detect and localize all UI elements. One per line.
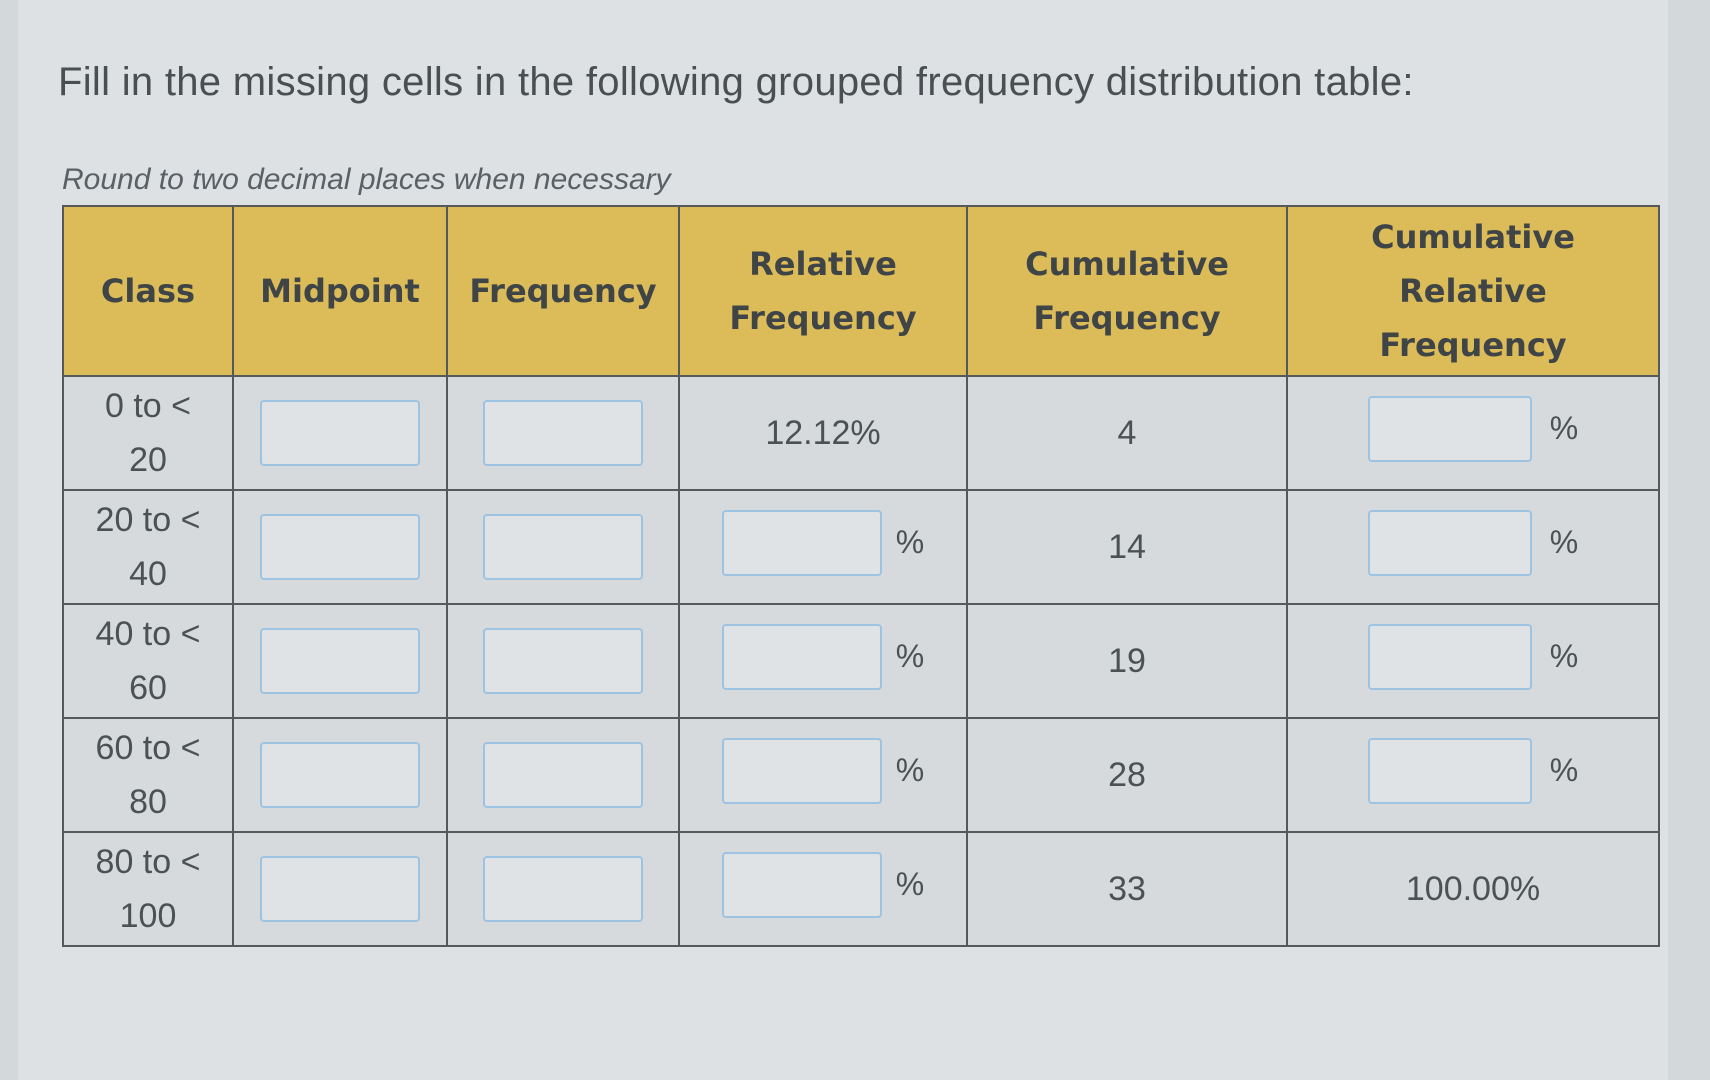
midpoint-cell — [232, 831, 448, 947]
relative-frequency-value: 12.12% — [765, 413, 881, 452]
cumulative-relative-frequency-cell: % — [1286, 375, 1660, 491]
relative-frequency-cell: % — [678, 603, 968, 719]
midpoint-input[interactable] — [260, 400, 420, 466]
cumulative-frequency-cell: 19 — [966, 603, 1288, 719]
table-row: 40 to <60 % 19 % — [62, 603, 1660, 719]
rounding-hint: Round to two decimal places when necessa… — [62, 163, 671, 196]
relative-frequency-cell: 12.12% — [678, 375, 968, 491]
midpoint-input[interactable] — [260, 514, 420, 580]
frequency-cell — [446, 831, 680, 947]
cumulative-frequency-value: 19 — [1108, 641, 1146, 680]
percent-sign: % — [895, 752, 925, 788]
header-class: Class — [62, 205, 234, 377]
frequency-input[interactable] — [483, 628, 643, 694]
cumulative-relative-frequency-cell: % — [1286, 603, 1660, 719]
table-row: 60 to <80 % 28 % — [62, 717, 1660, 833]
frequency-input[interactable] — [483, 400, 643, 466]
relative-frequency-input[interactable] — [721, 623, 882, 690]
table-row: 20 to <40 % 14 % — [62, 489, 1660, 605]
class-cell: 40 to <60 — [62, 603, 234, 719]
frequency-table: Class Midpoint Frequency Relative Freque… — [62, 205, 1660, 947]
header-relative-frequency: Relative Frequency — [678, 205, 968, 377]
cumulative-relative-frequency-input[interactable] — [1367, 395, 1532, 462]
cumulative-relative-frequency-cell: 100.00% — [1286, 831, 1660, 947]
relative-frequency-cell: % — [678, 489, 968, 605]
percent-sign: % — [1549, 524, 1579, 560]
percent-sign: % — [1549, 752, 1579, 788]
cumulative-frequency-cell: 28 — [966, 717, 1288, 833]
frequency-input[interactable] — [483, 514, 643, 580]
cumulative-relative-frequency-input[interactable] — [1367, 737, 1532, 804]
cumulative-frequency-cell: 4 — [966, 375, 1288, 491]
frequency-cell — [446, 603, 680, 719]
frequency-cell — [446, 489, 680, 605]
midpoint-input[interactable] — [260, 856, 420, 922]
cumulative-frequency-value: 33 — [1108, 869, 1146, 908]
percent-sign: % — [895, 524, 925, 560]
class-cell: 60 to <80 — [62, 717, 234, 833]
cumulative-relative-frequency-input[interactable] — [1367, 623, 1532, 690]
midpoint-input[interactable] — [260, 742, 420, 808]
table-header-row: Class Midpoint Frequency Relative Freque… — [62, 205, 1660, 377]
cumulative-frequency-value: 14 — [1108, 527, 1146, 566]
frequency-input[interactable] — [483, 742, 643, 808]
percent-sign: % — [895, 638, 925, 674]
class-cell: 80 to <100 — [62, 831, 234, 947]
frequency-cell — [446, 375, 680, 491]
percent-sign: % — [1549, 410, 1579, 446]
cumulative-relative-frequency-value: 100.00% — [1405, 869, 1541, 908]
percent-sign: % — [895, 866, 925, 902]
table-row: 80 to <100 % 33 100.00% — [62, 831, 1660, 947]
relative-frequency-input[interactable] — [721, 851, 882, 918]
cumulative-relative-frequency-cell: % — [1286, 717, 1660, 833]
question-sheet: Fill in the missing cells in the followi… — [18, 0, 1668, 1080]
relative-frequency-cell: % — [678, 717, 968, 833]
midpoint-input[interactable] — [260, 628, 420, 694]
midpoint-cell — [232, 375, 448, 491]
midpoint-cell — [232, 603, 448, 719]
cumulative-frequency-cell: 33 — [966, 831, 1288, 947]
header-midpoint: Midpoint — [232, 205, 448, 377]
cumulative-frequency-cell: 14 — [966, 489, 1288, 605]
relative-frequency-input[interactable] — [721, 737, 882, 804]
midpoint-cell — [232, 717, 448, 833]
percent-sign: % — [1549, 638, 1579, 674]
cumulative-relative-frequency-input[interactable] — [1367, 509, 1532, 576]
cumulative-frequency-value: 4 — [1117, 413, 1137, 452]
relative-frequency-cell: % — [678, 831, 968, 947]
midpoint-cell — [232, 489, 448, 605]
class-cell: 20 to <40 — [62, 489, 234, 605]
class-cell: 0 to <20 — [62, 375, 234, 491]
header-cumulative-frequency: Cumulative Frequency — [966, 205, 1288, 377]
table-row: 0 to <20 12.12% 4 % — [62, 375, 1660, 491]
question-prompt: Fill in the missing cells in the followi… — [58, 60, 1414, 104]
header-frequency: Frequency — [446, 205, 680, 377]
frequency-input[interactable] — [483, 856, 643, 922]
cumulative-relative-frequency-cell: % — [1286, 489, 1660, 605]
relative-frequency-input[interactable] — [721, 509, 882, 576]
cumulative-frequency-value: 28 — [1108, 755, 1146, 794]
frequency-cell — [446, 717, 680, 833]
header-cumulative-relative-frequency: Cumulative Relative Frequency — [1286, 205, 1660, 377]
